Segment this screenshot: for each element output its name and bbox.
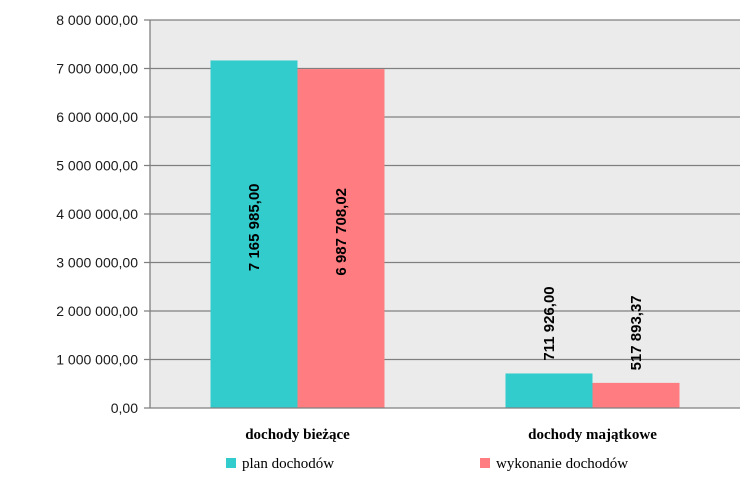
data-label: 7 165 985,00 [246,183,263,271]
y-tick-label: 0,00 [111,400,138,416]
legend-label: plan dochodów [242,456,334,472]
x-tick-label: dochody majątkowe [528,427,657,443]
bars: 7 165 985,00 6 987 708,02 711 926,00 517 89… [210,60,680,408]
y-tick-label: 2 000 000,00 [56,303,138,319]
bar [297,69,385,408]
legend-swatch [226,458,236,468]
data-label: 711 926,00 [541,286,558,360]
y-tick-label: 5 000 000,00 [56,158,138,174]
y-tick-label: 3 000 000,00 [56,255,138,271]
legend-swatch [480,458,490,468]
bar [505,373,593,408]
x-axis: dochody bieżące dochody majątkowe [144,407,740,443]
data-label: 517 893,37 [628,295,645,370]
y-tick-label: 8 000 000,00 [56,12,138,28]
legend: plan dochodów wykonanie dochodów [226,456,628,472]
y-tick-label: 4 000 000,00 [56,206,138,222]
data-label: 6 987 708,02 [333,188,350,276]
y-axis: 0,00 1 000 000,00 2 000 000,00 3 000 000,00… [56,12,151,416]
bar [592,382,680,408]
legend-label: wykonanie dochodów [496,456,628,472]
bar [210,60,298,408]
y-tick-label: 1 000 000,00 [56,352,138,368]
x-tick-label: dochody bieżące [245,427,350,443]
y-tick-label: 6 000 000,00 [56,109,138,125]
y-tick-label: 7 000 000,00 [56,61,138,77]
